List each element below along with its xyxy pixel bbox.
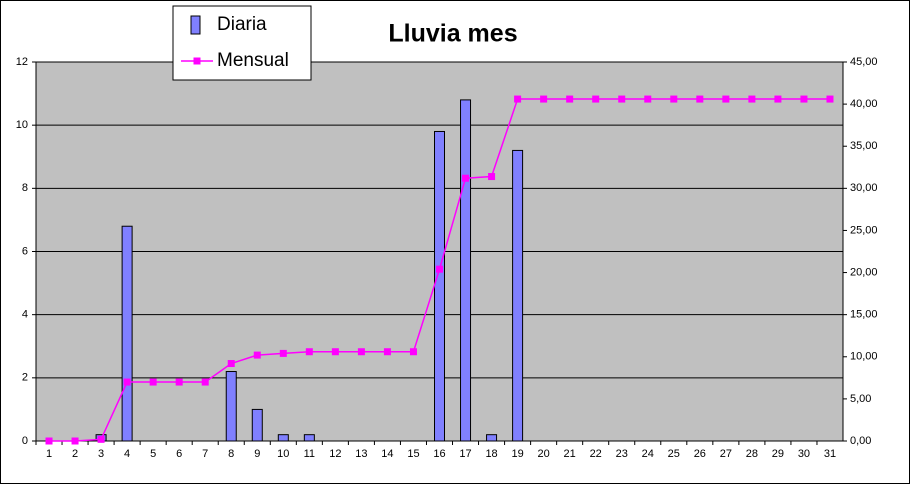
x-tick-label: 25 [668,448,680,460]
x-tick-label: 8 [228,448,234,460]
marker [826,95,834,103]
marker [123,378,131,386]
y2-tick-label: 40,00 [850,98,878,110]
x-tick-label: 27 [720,448,732,460]
y2-tick-label: 30,00 [850,182,878,194]
marker [71,437,79,445]
x-tick-label: 30 [798,448,810,460]
marker [722,95,730,103]
x-tick-label: 2 [72,448,78,460]
x-tick-label: 3 [98,448,104,460]
marker [97,435,105,443]
bar [460,99,472,442]
x-tick-label: 12 [329,448,341,460]
bar [512,149,524,442]
x-tick-label: 11 [304,448,315,460]
y-tick-label: 2 [22,372,28,384]
bar [486,434,498,442]
y2-tick-label: 20,00 [850,266,878,278]
marker [748,95,756,103]
marker [331,348,339,356]
y-tick-label: 10 [16,119,28,131]
marker [305,348,313,356]
x-tick-label: 15 [407,448,419,460]
marker [696,95,704,103]
y-tick-label: 12 [16,56,28,68]
y-tick-label: 8 [22,182,28,194]
bar [303,434,315,442]
x-tick-label: 19 [511,448,523,460]
x-tick-label: 31 [824,448,836,460]
x-tick-label: 29 [772,448,784,460]
marker [227,360,235,368]
x-tick-label: 24 [642,448,654,460]
marker [357,348,365,356]
x-tick-label: 17 [459,448,471,460]
bar [121,225,133,442]
x-tick-label: 22 [590,448,602,460]
legend-marker [193,57,201,65]
marker [566,95,574,103]
y-tick-label: 4 [22,309,28,321]
legend-label: Diaria [217,14,267,35]
y2-tick-label: 5,00 [850,393,871,405]
marker [540,95,548,103]
x-tick-label: 14 [381,448,393,460]
marker [436,265,443,273]
bar [251,408,263,442]
y2-tick-label: 45,00 [850,56,878,68]
marker [279,349,287,357]
marker [618,95,626,103]
legend-swatch [190,15,201,35]
x-tick-label: 16 [433,448,445,460]
y2-tick-label: 15,00 [850,309,878,321]
marker [670,95,678,103]
marker [800,95,808,103]
marker [514,95,522,103]
marker [462,174,470,182]
x-tick-label: 5 [150,448,156,460]
marker [409,348,417,356]
x-tick-label: 7 [202,448,208,460]
y-tick-label: 6 [22,245,28,257]
marker [644,95,652,103]
marker [383,348,391,356]
marker [149,378,157,386]
x-tick-label: 9 [254,448,260,460]
x-tick-label: 23 [616,448,628,460]
legend-label: Mensual [217,50,289,71]
marker [175,378,183,386]
marker [774,95,782,103]
x-tick-label: 13 [355,448,367,460]
x-tick-label: 10 [277,448,289,460]
y2-tick-label: 10,00 [850,351,878,363]
x-tick-label: 18 [485,448,497,460]
marker [45,437,53,445]
y2-tick-label: 35,00 [850,140,878,152]
chart-title: Lluvia mes [388,20,517,48]
x-tick-label: 28 [746,448,758,460]
marker [488,173,496,181]
bar [277,434,289,442]
y-tick-label: 0 [22,435,28,447]
marker [253,351,261,359]
marker [201,378,209,386]
x-tick-label: 21 [564,448,576,460]
x-tick-label: 1 [46,448,52,460]
x-tick-label: 26 [694,448,706,460]
bar [225,371,237,442]
x-tick-label: 6 [176,448,182,460]
x-tick-label: 4 [124,448,130,460]
bar [434,130,445,442]
y2-tick-label: 0,00 [850,435,871,447]
marker [592,95,600,103]
x-tick-label: 20 [538,448,550,460]
y2-tick-label: 25,00 [850,224,878,236]
